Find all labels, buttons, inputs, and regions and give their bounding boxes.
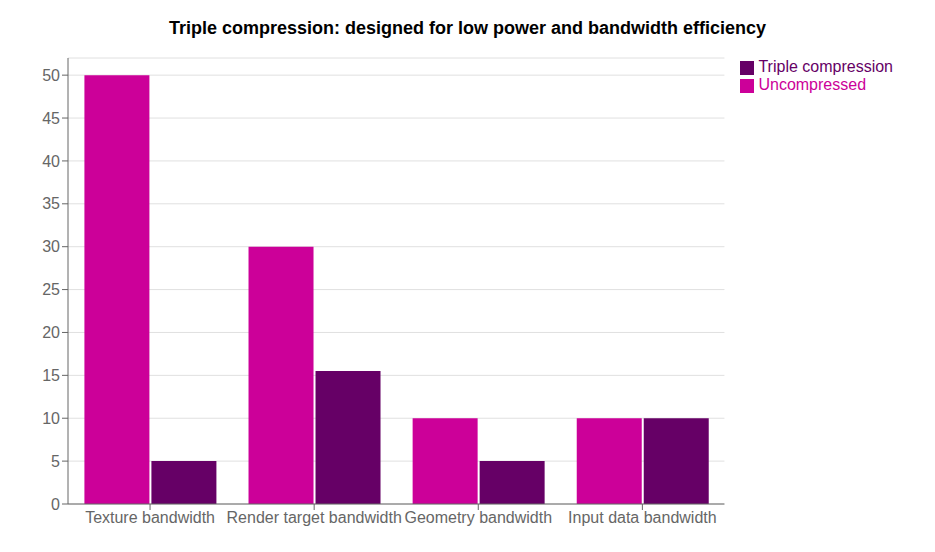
svg-text:15: 15 [42, 367, 60, 384]
svg-text:30: 30 [42, 238, 60, 255]
svg-text:50: 50 [42, 67, 60, 84]
svg-text:10: 10 [42, 410, 60, 427]
svg-text:20: 20 [42, 324, 60, 341]
svg-text:0: 0 [51, 496, 60, 513]
svg-text:5: 5 [51, 453, 60, 470]
svg-text:Texture bandwidth: Texture bandwidth [85, 509, 215, 526]
html-text:Triple compression: Triple compression [758, 58, 893, 75]
svg-text:35: 35 [42, 195, 60, 212]
svg-text:Geometry bandwidth: Geometry bandwidth [404, 509, 552, 526]
svg-text:Input data bandwidth: Input data bandwidth [568, 509, 717, 526]
html-text:Uncompressed: Uncompressed [758, 76, 866, 93]
html-text:Triple compression: designed f: Triple compression: designed for low pow… [169, 18, 766, 38]
svg-text:40: 40 [42, 153, 60, 170]
svg-text:Render target bandwidth: Render target bandwidth [227, 509, 402, 526]
svg-text:45: 45 [42, 110, 60, 127]
svg-text:25: 25 [42, 281, 60, 298]
